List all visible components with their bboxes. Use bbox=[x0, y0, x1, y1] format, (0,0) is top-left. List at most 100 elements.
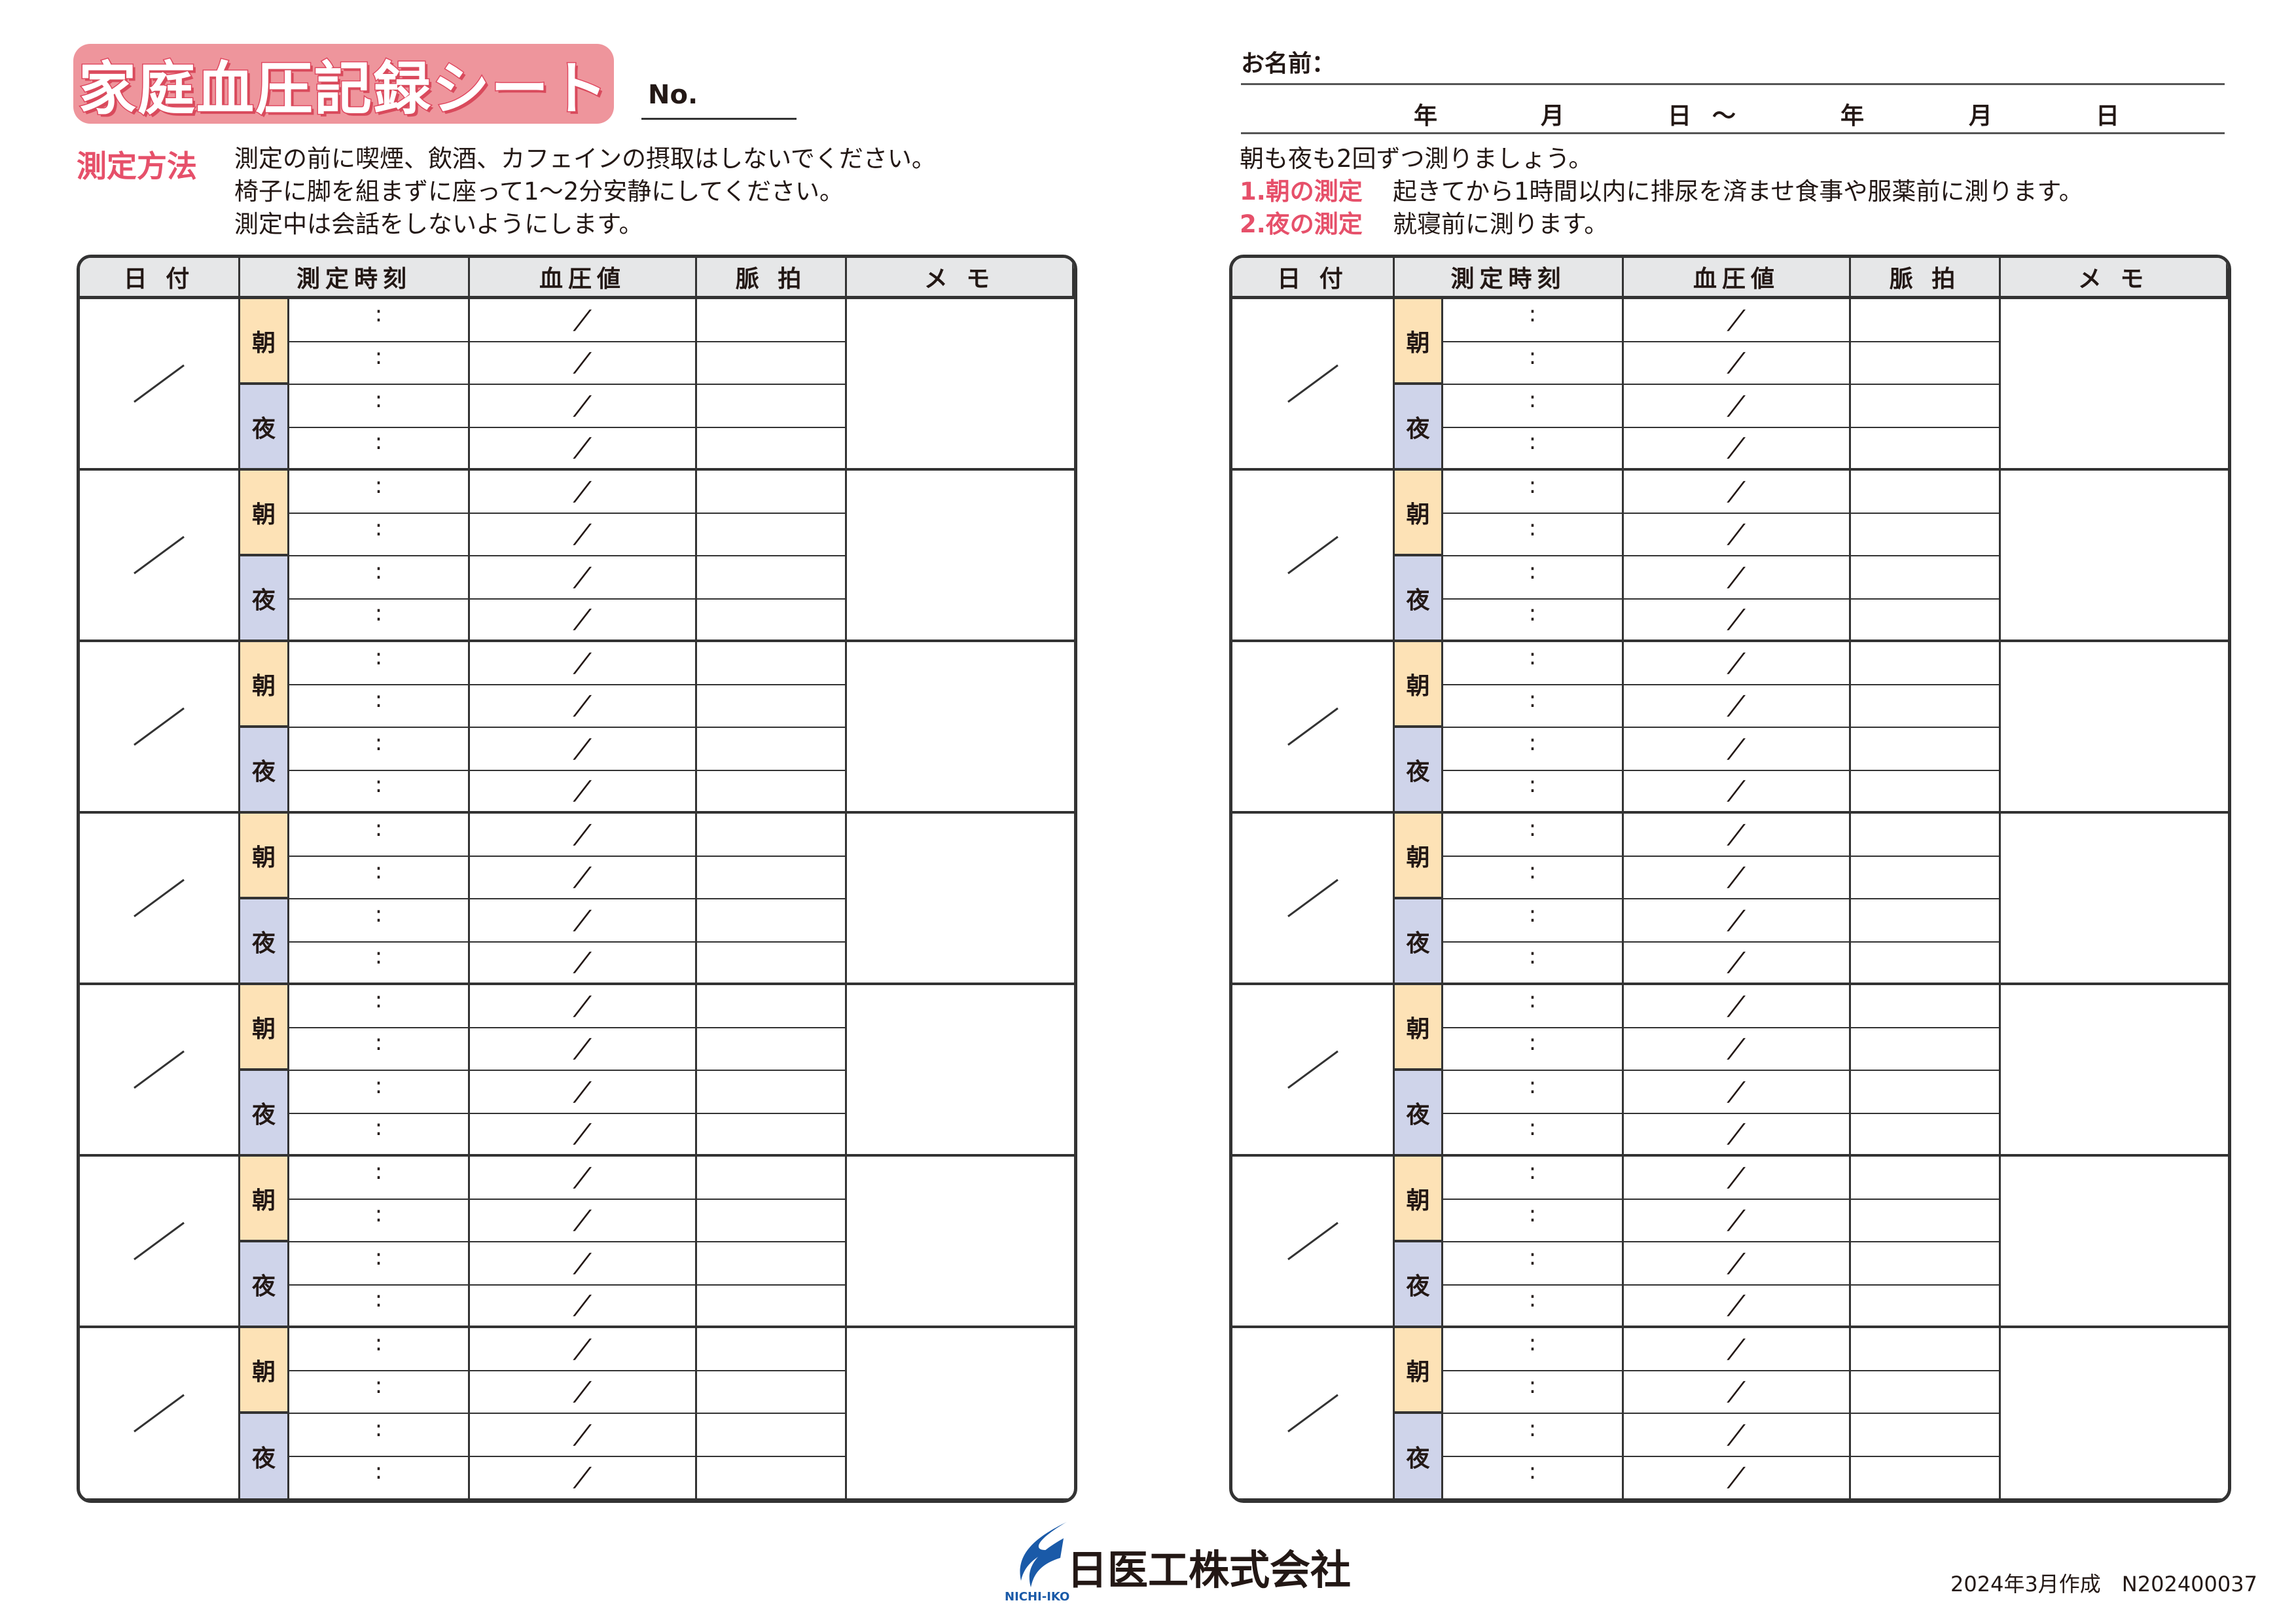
date-field[interactable] bbox=[1232, 299, 1395, 471]
blood-pressure-field[interactable]: / bbox=[1624, 299, 1851, 342]
pulse-field[interactable] bbox=[1851, 985, 2001, 1028]
time-field[interactable]: : bbox=[289, 1285, 470, 1328]
pulse-field[interactable] bbox=[1851, 556, 2001, 600]
blood-pressure-field[interactable]: / bbox=[1624, 513, 1851, 556]
time-field[interactable]: : bbox=[1443, 1028, 1624, 1071]
pulse-field[interactable] bbox=[1851, 1285, 2001, 1328]
pulse-field[interactable] bbox=[697, 471, 847, 514]
blood-pressure-field[interactable]: / bbox=[470, 1071, 697, 1114]
time-field[interactable]: : bbox=[289, 299, 470, 342]
blood-pressure-field[interactable]: / bbox=[1624, 899, 1851, 943]
pulse-field[interactable] bbox=[697, 1113, 847, 1157]
time-field[interactable]: : bbox=[1443, 1242, 1624, 1286]
time-field[interactable]: : bbox=[1443, 1071, 1624, 1114]
time-field[interactable]: : bbox=[289, 1028, 470, 1071]
blood-pressure-field[interactable]: / bbox=[470, 599, 697, 642]
time-field[interactable]: : bbox=[1443, 1328, 1624, 1371]
time-field[interactable]: : bbox=[1443, 599, 1624, 642]
pulse-field[interactable] bbox=[1851, 728, 2001, 771]
blood-pressure-field[interactable]: / bbox=[1624, 385, 1851, 428]
time-field[interactable]: : bbox=[289, 728, 470, 771]
date-field[interactable] bbox=[80, 985, 240, 1157]
blood-pressure-field[interactable]: / bbox=[470, 1285, 697, 1328]
pulse-field[interactable] bbox=[1851, 1371, 2001, 1414]
pulse-field[interactable] bbox=[1851, 642, 2001, 685]
memo-field[interactable] bbox=[847, 299, 1074, 471]
blood-pressure-field[interactable]: / bbox=[1624, 942, 1851, 985]
pulse-field[interactable] bbox=[697, 385, 847, 428]
pulse-field[interactable] bbox=[697, 1071, 847, 1114]
pulse-field[interactable] bbox=[1851, 899, 2001, 943]
time-field[interactable]: : bbox=[1443, 728, 1624, 771]
pulse-field[interactable] bbox=[1851, 770, 2001, 814]
time-field[interactable]: : bbox=[1443, 856, 1624, 899]
time-field[interactable]: : bbox=[289, 1371, 470, 1414]
memo-field[interactable] bbox=[2001, 1328, 2228, 1500]
pulse-field[interactable] bbox=[1851, 814, 2001, 857]
blood-pressure-field[interactable]: / bbox=[470, 342, 697, 385]
blood-pressure-field[interactable]: / bbox=[1624, 770, 1851, 814]
blood-pressure-field[interactable]: / bbox=[1624, 1371, 1851, 1414]
time-field[interactable]: : bbox=[289, 1071, 470, 1114]
memo-field[interactable] bbox=[847, 985, 1074, 1157]
time-field[interactable]: : bbox=[289, 1414, 470, 1457]
date-field[interactable] bbox=[1232, 814, 1395, 985]
blood-pressure-field[interactable]: / bbox=[470, 1456, 697, 1500]
memo-field[interactable] bbox=[2001, 1157, 2228, 1328]
pulse-field[interactable] bbox=[1851, 1113, 2001, 1157]
name-field[interactable] bbox=[1241, 83, 2225, 85]
blood-pressure-field[interactable]: / bbox=[470, 942, 697, 985]
time-field[interactable]: : bbox=[289, 385, 470, 428]
time-field[interactable]: : bbox=[1443, 985, 1624, 1028]
blood-pressure-field[interactable]: / bbox=[1624, 1285, 1851, 1328]
pulse-field[interactable] bbox=[1851, 856, 2001, 899]
time-field[interactable]: : bbox=[289, 899, 470, 943]
pulse-field[interactable] bbox=[1851, 1199, 2001, 1242]
time-field[interactable]: : bbox=[289, 770, 470, 814]
time-field[interactable]: : bbox=[289, 427, 470, 471]
blood-pressure-field[interactable]: / bbox=[1624, 985, 1851, 1028]
time-field[interactable]: : bbox=[1443, 1371, 1624, 1414]
memo-field[interactable] bbox=[847, 642, 1074, 814]
pulse-field[interactable] bbox=[697, 342, 847, 385]
blood-pressure-field[interactable]: / bbox=[1624, 642, 1851, 685]
time-field[interactable]: : bbox=[1443, 513, 1624, 556]
blood-pressure-field[interactable]: / bbox=[470, 814, 697, 857]
blood-pressure-field[interactable]: / bbox=[470, 427, 697, 471]
pulse-field[interactable] bbox=[1851, 685, 2001, 728]
pulse-field[interactable] bbox=[697, 427, 847, 471]
pulse-field[interactable] bbox=[697, 1199, 847, 1242]
period-field[interactable] bbox=[1241, 132, 2225, 134]
blood-pressure-field[interactable]: / bbox=[470, 299, 697, 342]
pulse-field[interactable] bbox=[697, 942, 847, 985]
pulse-field[interactable] bbox=[697, 513, 847, 556]
pulse-field[interactable] bbox=[697, 1456, 847, 1500]
blood-pressure-field[interactable]: / bbox=[1624, 1113, 1851, 1157]
blood-pressure-field[interactable]: / bbox=[1624, 1028, 1851, 1071]
blood-pressure-field[interactable]: / bbox=[1624, 342, 1851, 385]
time-field[interactable]: : bbox=[289, 556, 470, 600]
pulse-field[interactable] bbox=[697, 1328, 847, 1371]
date-field[interactable] bbox=[1232, 1328, 1395, 1500]
time-field[interactable]: : bbox=[289, 1113, 470, 1157]
blood-pressure-field[interactable]: / bbox=[1624, 1242, 1851, 1286]
time-field[interactable]: : bbox=[1443, 942, 1624, 985]
blood-pressure-field[interactable]: / bbox=[470, 1371, 697, 1414]
blood-pressure-field[interactable]: / bbox=[470, 385, 697, 428]
time-field[interactable]: : bbox=[289, 985, 470, 1028]
blood-pressure-field[interactable]: / bbox=[470, 1242, 697, 1286]
blood-pressure-field[interactable]: / bbox=[1624, 1456, 1851, 1500]
blood-pressure-field[interactable]: / bbox=[1624, 427, 1851, 471]
time-field[interactable]: : bbox=[1443, 1113, 1624, 1157]
time-field[interactable]: : bbox=[289, 1157, 470, 1200]
blood-pressure-field[interactable]: / bbox=[470, 513, 697, 556]
time-field[interactable]: : bbox=[1443, 299, 1624, 342]
pulse-field[interactable] bbox=[1851, 1328, 2001, 1371]
blood-pressure-field[interactable]: / bbox=[1624, 556, 1851, 600]
blood-pressure-field[interactable]: / bbox=[470, 1414, 697, 1457]
blood-pressure-field[interactable]: / bbox=[470, 1328, 697, 1371]
pulse-field[interactable] bbox=[1851, 513, 2001, 556]
pulse-field[interactable] bbox=[1851, 299, 2001, 342]
blood-pressure-field[interactable]: / bbox=[470, 985, 697, 1028]
pulse-field[interactable] bbox=[1851, 1157, 2001, 1200]
